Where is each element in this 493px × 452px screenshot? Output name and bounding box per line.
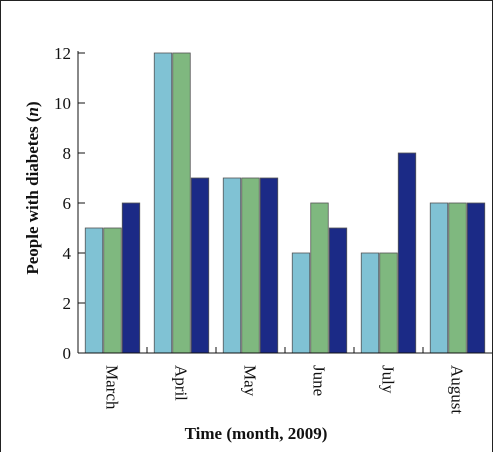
x-tick-label-april: April [172, 365, 191, 401]
y-axis-title-end: ) [23, 101, 42, 107]
y-axis-title-text: People with diabetes ( [23, 116, 42, 275]
x-axis-title: Time (month, 2009) [185, 424, 328, 443]
bar-april-series-1 [153, 52, 173, 354]
y-tick-label: 0 [63, 344, 72, 363]
bar-august-series-2 [448, 202, 467, 354]
bar-june-series-3 [328, 227, 348, 354]
x-ticks-group: March April May June July August [103, 347, 467, 414]
x-tick-label-june: June [310, 365, 329, 396]
bar-june-series-2 [310, 202, 329, 354]
y-ticks-group: 0 2 4 6 8 10 12 [54, 44, 85, 363]
x-tick-label-july: July [379, 365, 398, 394]
bar-may-series-3 [259, 177, 279, 354]
y-tick-label: 6 [63, 194, 72, 213]
y-tick-label: 2 [63, 294, 72, 313]
bar-may-series-2 [241, 177, 260, 354]
bar-july-series-3 [397, 152, 417, 354]
bar-august-series-3 [466, 202, 486, 354]
y-tick-label: 4 [63, 244, 72, 263]
y-tick-label: 8 [63, 144, 72, 163]
bar-april-series-3 [190, 177, 210, 354]
bar-july-series-2 [379, 252, 398, 354]
y-tick-label: 12 [54, 44, 71, 63]
bars-group [84, 52, 486, 354]
bar-march-series-1 [84, 227, 104, 354]
bar-may-series-1 [222, 177, 242, 354]
y-tick-label: 10 [54, 94, 71, 113]
bar-august-series-1 [429, 202, 449, 354]
bar-march-series-3 [121, 202, 141, 354]
bar-june-series-1 [291, 252, 311, 354]
bar-april-series-2 [172, 52, 191, 354]
x-tick-label-august: August [448, 365, 467, 414]
x-tick-label-may: May [241, 365, 260, 397]
y-axis-title: People with diabetes (n) [23, 101, 42, 274]
bar-march-series-2 [103, 227, 122, 354]
x-tick-label-march: March [103, 365, 122, 410]
y-axis-title-variable: n [23, 107, 42, 116]
bar-july-series-1 [360, 252, 380, 354]
